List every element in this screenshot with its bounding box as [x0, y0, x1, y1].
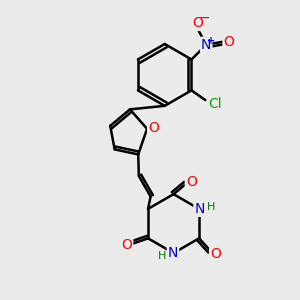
Text: −: −: [198, 11, 210, 25]
Text: N: N: [194, 202, 205, 216]
Text: O: O: [210, 247, 221, 261]
Text: H: H: [158, 251, 166, 261]
Text: O: O: [224, 35, 234, 49]
Text: O: O: [186, 175, 197, 188]
Text: +: +: [207, 36, 215, 46]
Text: O: O: [122, 238, 132, 252]
Text: Cl: Cl: [208, 97, 222, 111]
Text: O: O: [148, 121, 159, 135]
Text: N: N: [201, 38, 211, 52]
Text: N: N: [168, 246, 178, 260]
Text: H: H: [207, 202, 215, 212]
Text: O: O: [193, 16, 203, 30]
